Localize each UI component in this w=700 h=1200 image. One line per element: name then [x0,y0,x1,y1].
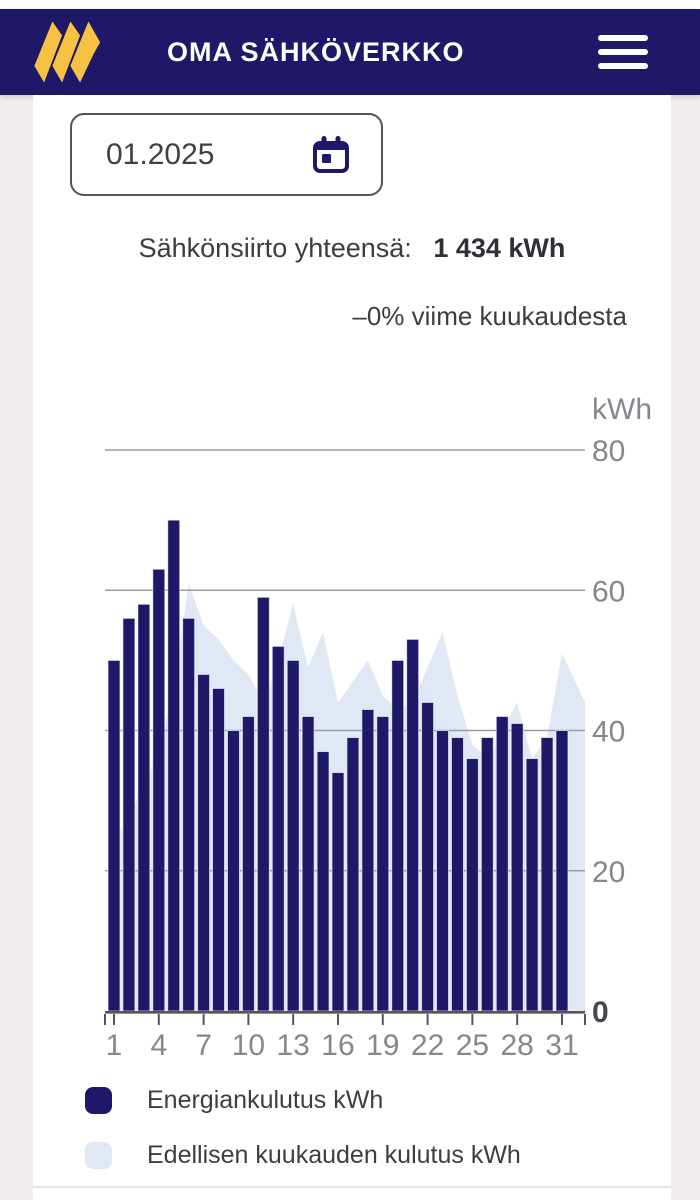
y-tick-label-60: 60 [592,575,625,608]
month-picker-value: 01.2025 [106,137,215,171]
bar-day-19[interactable] [376,715,390,1012]
bar-day-28[interactable] [510,722,524,1012]
hamburger-icon [598,49,648,55]
bar-day-13[interactable] [286,659,300,1012]
bar-day-6[interactable] [182,617,196,1012]
bar-day-8[interactable] [212,687,226,1012]
bar-day-23[interactable] [436,730,450,1012]
bar-day-14[interactable] [301,715,315,1012]
y-tick-label-80: 80 [592,435,625,468]
legend-label-energy: Energiankulutus kWh [147,1085,384,1114]
x-tick-label-31: 31 [545,1029,578,1062]
chart-canvas: 1 4 7 10 13 16 19 22 25 28 31 0 20 40 60 80 kWh [104,393,652,1062]
summary-value: 1 434 kWh [433,233,566,263]
app-header: OMA SÄHKÖVERKKO [0,9,700,95]
bar-day-16[interactable] [331,772,345,1012]
legend-swatch-energy [85,1086,112,1114]
hamburger-icon [598,35,648,41]
y-axis-unit-label: kWh [592,393,652,426]
y-tick-label-20: 20 [592,856,625,889]
bar-day-27[interactable] [495,715,509,1012]
x-tick-label-28: 28 [501,1029,534,1062]
legend-item-current: Energiankulutus kWh [85,1086,645,1114]
legend-item-previous: Edellisen kuukauden kulutus kWh [85,1141,645,1169]
x-tick-label-16: 16 [321,1029,354,1062]
x-tick-label-22: 22 [411,1029,444,1062]
bar-day-15[interactable] [316,751,330,1012]
bottom-divider [33,1186,671,1188]
x-tick-label-13: 13 [277,1029,310,1062]
summary-line: Sähkönsiirto yhteensä: 1 434 kWh [33,233,671,264]
bar-day-5[interactable] [167,519,181,1012]
comparison-text: –0% viime kuukaudesta [352,301,627,331]
bar-day-17[interactable] [346,737,360,1012]
x-tick-label-7: 7 [195,1029,212,1062]
bar-day-26[interactable] [480,737,494,1012]
calendar-icon [313,135,349,173]
bar-day-22[interactable] [421,701,435,1012]
summary-label: Sähkönsiirto yhteensä: [138,233,412,263]
content-card: 01.2025 Sähkönsiirto yhteensä: 1 434 kWh… [33,95,671,1200]
bar-day-2[interactable] [122,617,136,1012]
bar-day-1[interactable] [107,659,121,1012]
x-tick-label-19: 19 [366,1029,399,1062]
chart-legend: Energiankulutus kWh Edellisen kuukauden … [85,1086,645,1196]
bar-day-29[interactable] [525,758,539,1012]
bar-day-9[interactable] [226,730,240,1012]
bar-day-4[interactable] [152,568,166,1012]
x-tick-label-1: 1 [106,1029,123,1062]
legend-swatch-previous [85,1141,112,1169]
x-tick-label-10: 10 [232,1029,265,1062]
bar-day-25[interactable] [465,758,479,1012]
y-tick-label-40: 40 [592,716,625,749]
y-tick-label-0: 0 [592,996,609,1029]
bar-day-30[interactable] [540,737,554,1012]
bar-day-12[interactable] [271,645,285,1012]
top-strip [0,0,700,9]
bar-day-20[interactable] [391,659,405,1012]
legend-label-previous: Edellisen kuukauden kulutus kWh [147,1140,521,1169]
bar-day-31[interactable] [555,730,569,1012]
menu-button[interactable] [598,35,648,69]
app-title: OMA SÄHKÖVERKKO [167,36,465,67]
month-picker[interactable]: 01.2025 [70,113,383,196]
consumption-chart: 1 4 7 10 13 16 19 22 25 28 31 0 20 40 60 80 kWh [33,375,671,1075]
bar-day-21[interactable] [406,638,420,1012]
bar-day-11[interactable] [256,596,270,1012]
bar-day-18[interactable] [361,708,375,1012]
bar-day-3[interactable] [137,603,151,1012]
bar-day-24[interactable] [450,737,464,1012]
hamburger-icon [598,63,648,69]
lightning-logo-icon [34,21,101,83]
bar-day-7[interactable] [197,673,211,1012]
bar-day-10[interactable] [241,715,255,1012]
x-tick-label-4: 4 [150,1029,167,1062]
x-tick-label-25: 25 [456,1029,489,1062]
